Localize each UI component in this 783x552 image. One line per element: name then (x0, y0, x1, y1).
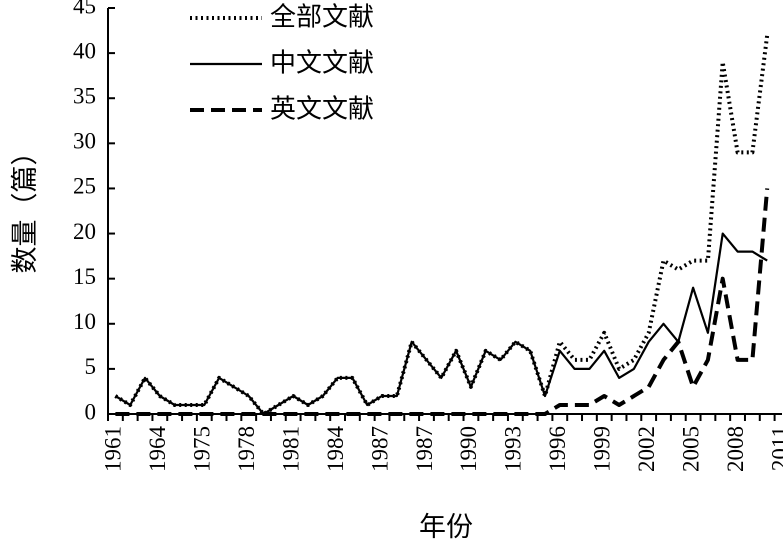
y-tick-label: 5 (85, 354, 97, 379)
x-tick-label: 1990 (456, 426, 481, 472)
y-axis-label: 数量（篇） (10, 139, 41, 274)
x-tick-label: 2005 (678, 426, 703, 472)
x-tick-label: 1975 (190, 426, 215, 472)
y-tick-label: 10 (73, 309, 96, 334)
x-tick-label: 1993 (501, 426, 526, 472)
x-axis-label: 年份 (419, 512, 473, 543)
x-tick-label: 1987 (367, 426, 392, 472)
series-line-2 (114, 232, 768, 416)
y-tick-label: 20 (73, 219, 96, 244)
x-tick-label: 2008 (723, 426, 748, 472)
series-line-1 (114, 34, 770, 416)
series-layer (114, 34, 770, 416)
legend-label-1: 全部文献 (270, 3, 374, 33)
y-axis: 0 5 10 15 20 25 30 35 40 45 (73, 0, 115, 424)
y-tick-label: 35 (73, 84, 96, 109)
series-line-3 (115, 188, 770, 416)
x-tick-label: 1984 (323, 426, 348, 473)
x-axis: 1961 1964 1975 1978 1981 1984 1987 1987 1990 1993… (101, 413, 783, 473)
legend-label-2: 中文文献 (270, 49, 374, 79)
x-tick-label: 1987 (412, 426, 437, 472)
x-tick-label: 1981 (278, 426, 303, 472)
x-tick-label: 1964 (145, 426, 170, 473)
x-tick-label: 1961 (101, 426, 126, 472)
y-tick-label: 45 (73, 0, 96, 18)
x-tick-label: 1996 (545, 426, 570, 472)
x-tick-label: 2011 (767, 426, 783, 471)
x-tick-label: 2002 (634, 426, 659, 472)
y-tick-label: 30 (73, 129, 96, 154)
x-tick-label: 1999 (590, 426, 615, 472)
y-tick-label: 40 (73, 38, 96, 63)
y-tick-label: 0 (85, 399, 97, 424)
y-tick-label: 15 (73, 264, 96, 289)
x-tick-label: 1978 (234, 426, 259, 472)
legend-label-3: 英文文献 (270, 95, 374, 125)
y-tick-label: 25 (73, 174, 96, 199)
